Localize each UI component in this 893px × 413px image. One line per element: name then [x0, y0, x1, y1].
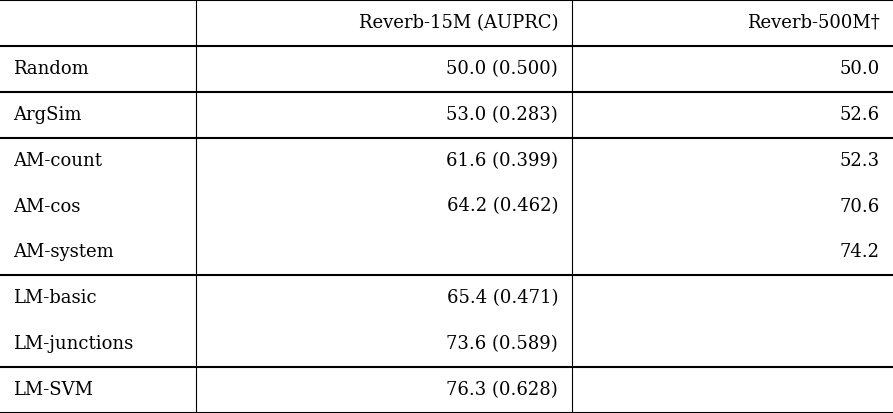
Text: 50.0: 50.0 — [839, 60, 880, 78]
Text: AM-system: AM-system — [13, 243, 114, 261]
Text: LM-basic: LM-basic — [13, 289, 97, 307]
Text: AM-cos: AM-cos — [13, 197, 80, 216]
Text: 65.4 (0.471): 65.4 (0.471) — [446, 289, 558, 307]
Text: 76.3 (0.628): 76.3 (0.628) — [446, 381, 558, 399]
Text: AM-count: AM-count — [13, 152, 103, 170]
Text: 50.0 (0.500): 50.0 (0.500) — [446, 60, 558, 78]
Text: ArgSim: ArgSim — [13, 106, 82, 124]
Text: 61.6 (0.399): 61.6 (0.399) — [446, 152, 558, 170]
Text: 70.6: 70.6 — [839, 197, 880, 216]
Text: Random: Random — [13, 60, 89, 78]
Text: LM-SVM: LM-SVM — [13, 381, 94, 399]
Text: 74.2: 74.2 — [839, 243, 880, 261]
Text: LM-junctions: LM-junctions — [13, 335, 134, 353]
Text: 73.6 (0.589): 73.6 (0.589) — [446, 335, 558, 353]
Text: 52.6: 52.6 — [839, 106, 880, 124]
Text: 52.3: 52.3 — [839, 152, 880, 170]
Text: Reverb-500M†: Reverb-500M† — [747, 14, 880, 32]
Text: 64.2 (0.462): 64.2 (0.462) — [446, 197, 558, 216]
Text: 53.0 (0.283): 53.0 (0.283) — [446, 106, 558, 124]
Text: Reverb-15M (AUPRC): Reverb-15M (AUPRC) — [359, 14, 558, 32]
